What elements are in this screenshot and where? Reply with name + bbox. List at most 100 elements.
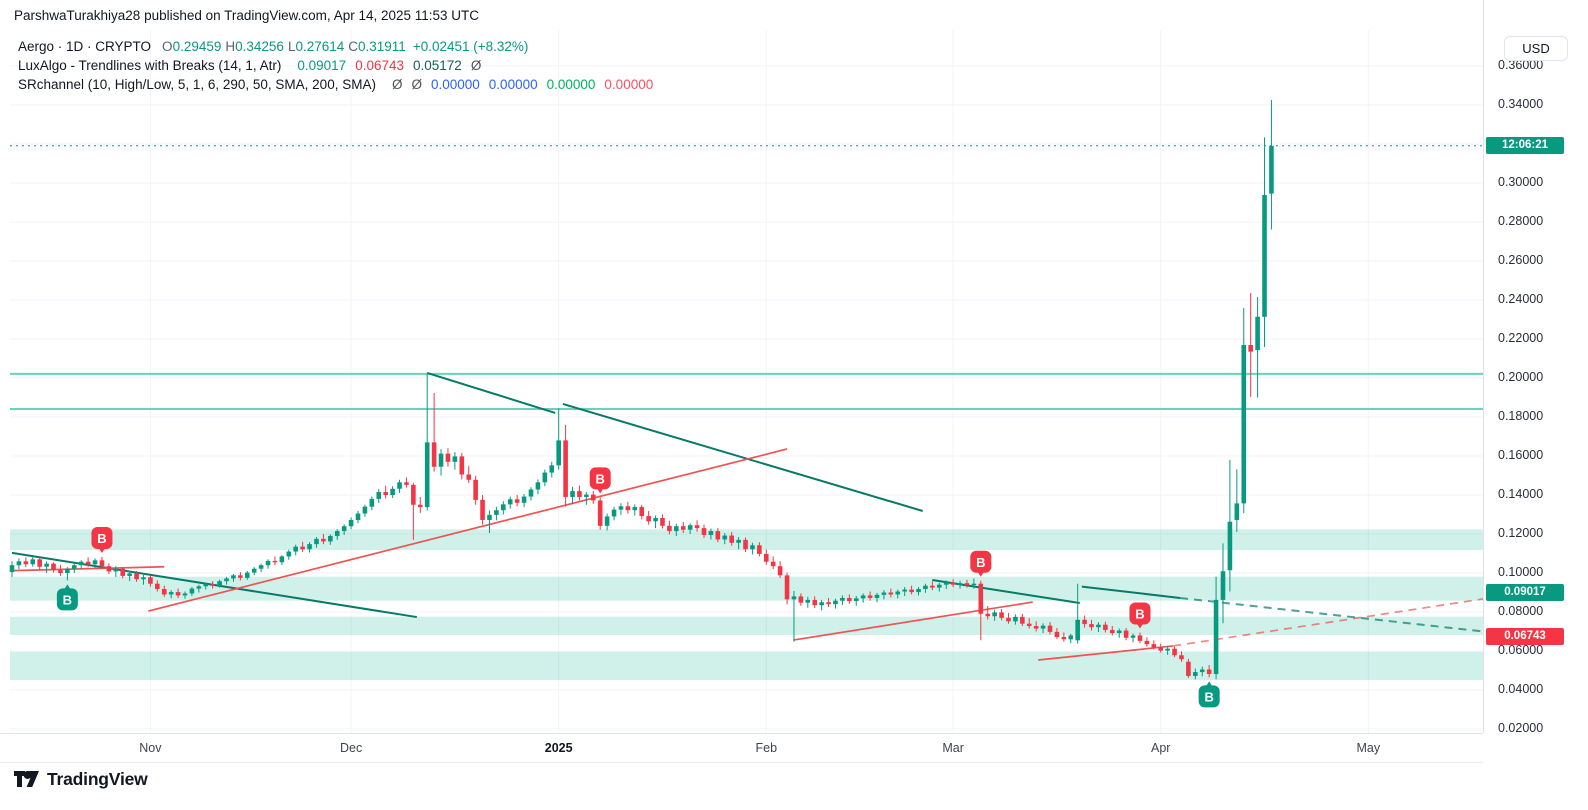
candle-body — [1033, 626, 1039, 629]
candle-body — [71, 565, 77, 569]
time-axis-label: May — [1356, 741, 1381, 755]
candle-body — [847, 597, 852, 602]
candle-body — [1068, 635, 1074, 640]
tradingview-wordmark[interactable]: TradingView — [47, 769, 148, 789]
candle-body — [161, 588, 167, 595]
candlestick-chart[interactable]: B B B B B B — [0, 0, 1483, 733]
candle-body — [957, 583, 963, 585]
candle-body — [383, 492, 388, 495]
candle-body — [985, 613, 991, 617]
price-tick-label: 0.08000 — [1496, 604, 1546, 618]
indicator-price-badge: 0.09017 — [1486, 583, 1564, 601]
trendline — [148, 448, 788, 612]
price-tick-label: 0.30000 — [1496, 175, 1546, 189]
bearish-break-badge — [970, 550, 992, 573]
candle-body — [639, 507, 645, 517]
candle-body — [355, 513, 361, 520]
break-marker-letter: B — [976, 555, 985, 570]
candle-body — [597, 500, 603, 526]
candle-body — [777, 566, 783, 576]
currency-toggle-button[interactable]: USD — [1504, 36, 1568, 61]
time-axis-label: 2025 — [544, 741, 573, 755]
candle-body — [85, 561, 91, 565]
candle-body — [99, 560, 105, 567]
candle-body — [978, 583, 984, 614]
candle-body — [1109, 629, 1115, 634]
break-marker-letter: B — [97, 531, 106, 546]
candle-body — [1255, 316, 1260, 351]
tradingview-logo-icon[interactable] — [14, 771, 40, 788]
candle-body — [1248, 345, 1253, 352]
candle-body — [902, 589, 907, 592]
candle-body — [113, 568, 119, 572]
break-marker-letter: B — [596, 471, 605, 486]
candle-body — [812, 599, 818, 606]
time-axis-label: Mar — [942, 741, 964, 755]
time-axis[interactable]: Nov Dec 2025 Feb Mar Apr May — [0, 733, 1483, 763]
candle-body — [770, 561, 776, 567]
tradingview-footer: TradingView — [14, 769, 148, 790]
candle-body — [341, 526, 347, 532]
candle-body — [404, 482, 409, 485]
price-axis[interactable]: USD 0.360000.340000.320000.300000.280000… — [1483, 0, 1588, 735]
candle-body — [999, 612, 1004, 618]
candle-body — [992, 612, 997, 617]
candle-body — [1269, 145, 1274, 194]
candle-body — [964, 583, 970, 586]
trendline — [11, 565, 165, 572]
time-axis-label: Apr — [1150, 741, 1171, 755]
trendline — [562, 402, 923, 512]
candle-body — [590, 494, 596, 501]
candle-body — [51, 563, 56, 571]
break-marker-letter: B — [1204, 689, 1213, 704]
candle-body — [750, 545, 755, 550]
price-tick-label: 0.26000 — [1496, 253, 1546, 267]
price-tick-label: 0.10000 — [1496, 565, 1546, 579]
candle-body — [1193, 672, 1198, 676]
bullish-break-badge — [56, 588, 78, 611]
candle-body — [494, 510, 499, 515]
price-tick-label: 0.06000 — [1496, 643, 1546, 657]
price-tick-label: 0.22000 — [1496, 331, 1546, 345]
candle-body — [148, 577, 153, 584]
candle-body — [1186, 661, 1191, 676]
time-axis-label: Dec — [339, 741, 363, 755]
candle-body — [168, 592, 174, 595]
candle-body — [16, 561, 22, 566]
candle-body — [390, 488, 395, 495]
candle-body — [1165, 648, 1170, 651]
candle-body — [1234, 503, 1240, 520]
candle-body — [1241, 345, 1247, 504]
candle-body — [646, 516, 651, 522]
candle-body — [715, 531, 721, 540]
candle-body — [44, 563, 49, 567]
time-axis-label: Feb — [755, 741, 778, 755]
bearish-break-badge — [589, 467, 611, 490]
candle-body — [1096, 624, 1101, 628]
candle-body — [1130, 635, 1136, 638]
candle-body — [1199, 669, 1205, 673]
candle-body — [293, 546, 299, 552]
price-tick-label: 0.18000 — [1496, 409, 1546, 423]
candle-body — [300, 546, 305, 550]
candle-body — [265, 560, 271, 566]
candle-body — [1213, 599, 1219, 675]
candle-body — [1179, 655, 1184, 660]
candle-body — [604, 516, 610, 526]
candle-body — [881, 592, 887, 595]
price-tick-label: 0.24000 — [1496, 292, 1546, 306]
trendline-extension — [1173, 598, 1483, 647]
candle-body — [459, 456, 465, 475]
candle-body — [549, 465, 555, 473]
candle-body — [625, 506, 631, 511]
candle-body — [909, 589, 914, 593]
candle-body — [348, 519, 354, 527]
candle-body — [826, 602, 831, 605]
candle-body — [155, 583, 160, 589]
candle-body — [632, 507, 638, 511]
indicator-price-badge: 0.06743 — [1486, 628, 1564, 645]
bearish-break-badge — [1129, 602, 1151, 625]
candle-body — [307, 544, 312, 550]
candle-body — [514, 499, 520, 503]
